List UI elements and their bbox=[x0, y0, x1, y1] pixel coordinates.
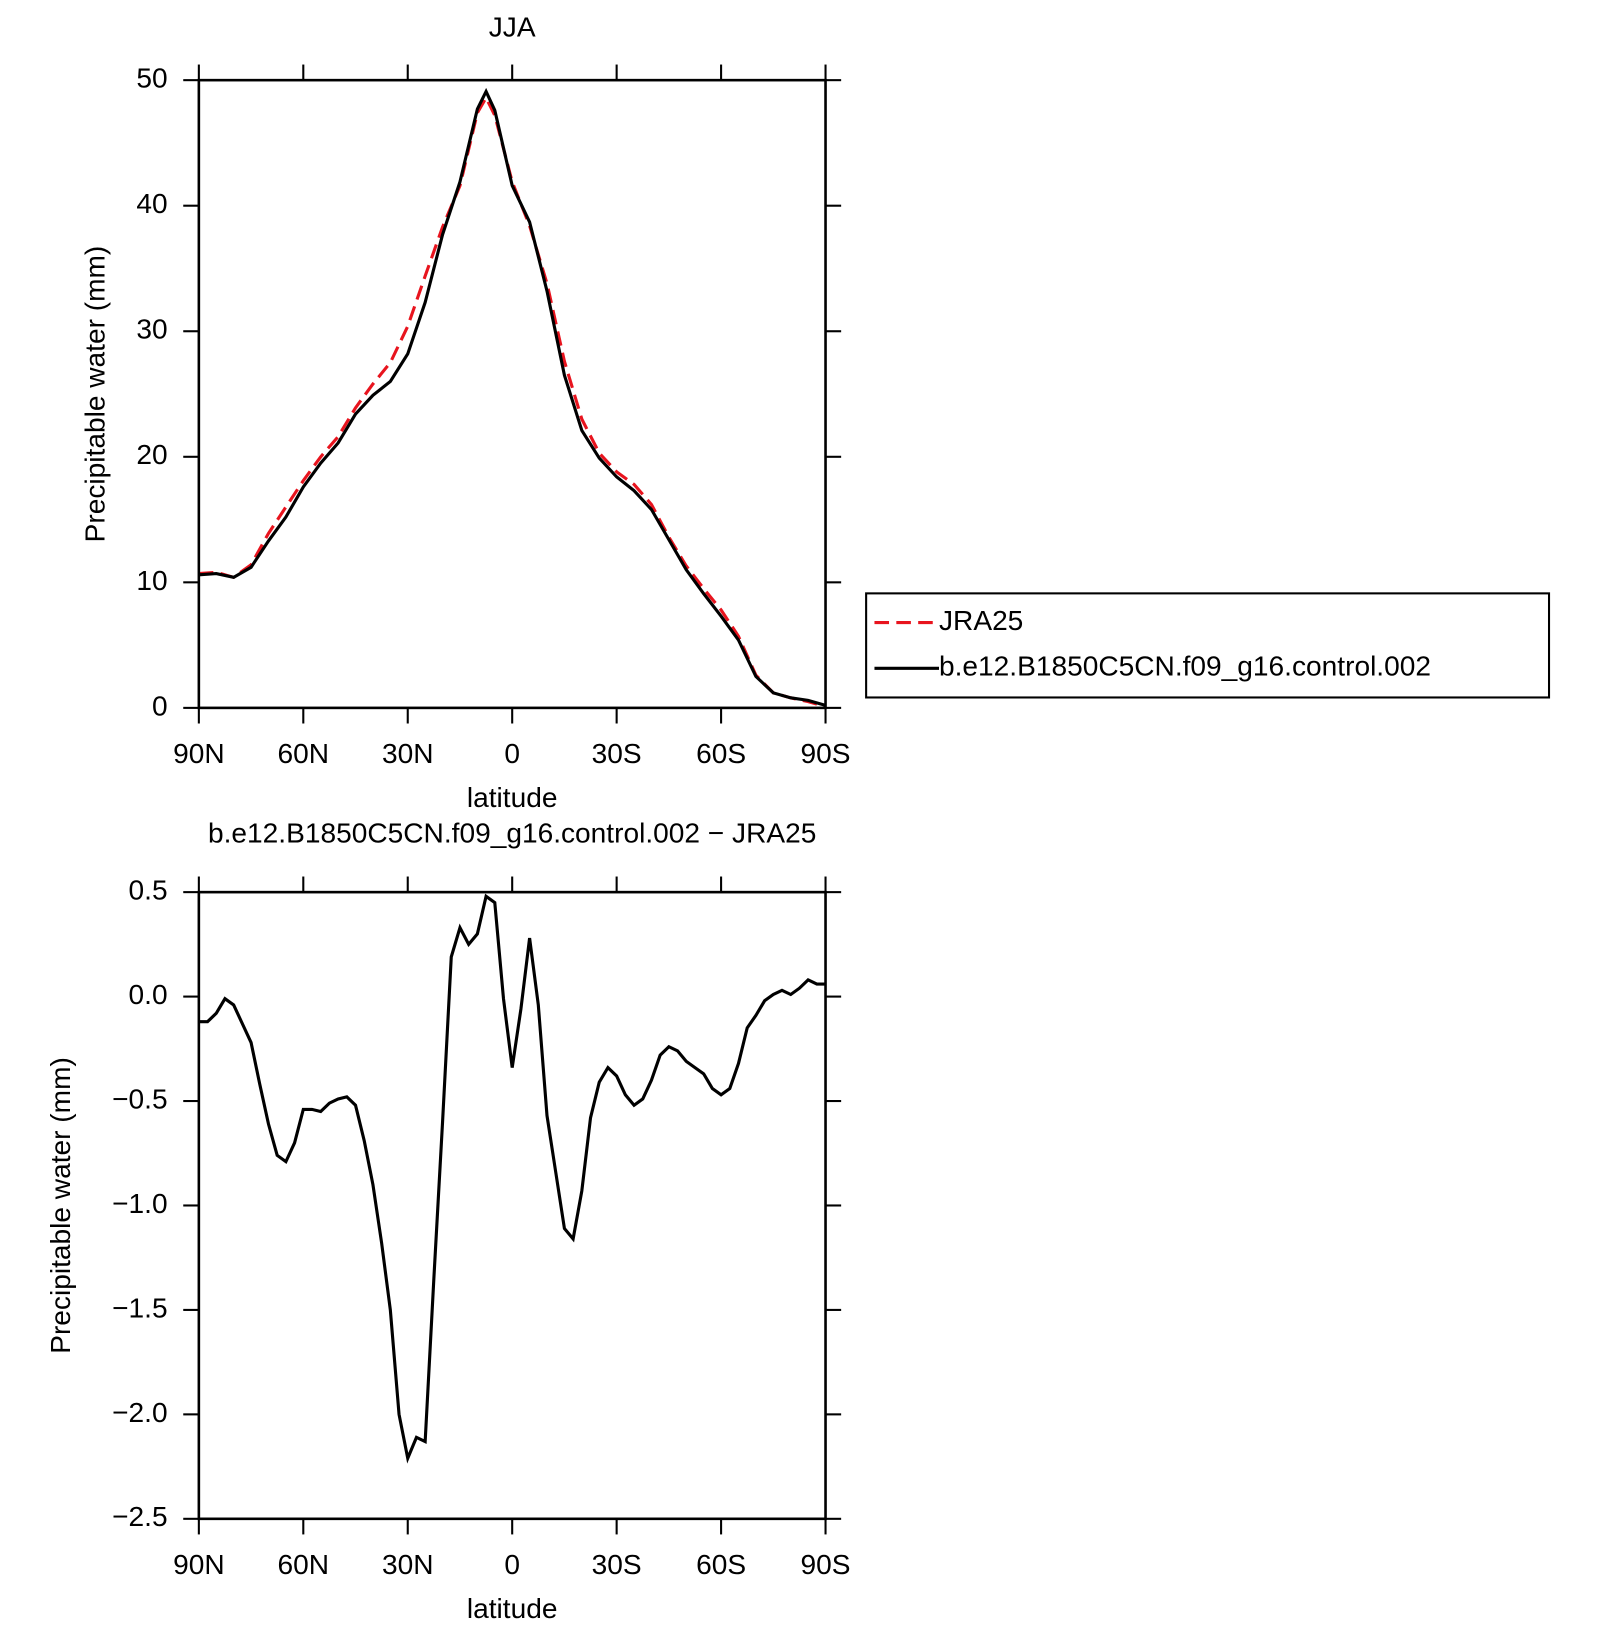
y-tick-label: −2.0 bbox=[112, 1397, 167, 1428]
x-tick-label: 60N bbox=[278, 738, 330, 769]
x-tick-label: 60S bbox=[696, 738, 746, 769]
x-tick-label: 90S bbox=[801, 738, 851, 769]
y-tick-label: 20 bbox=[136, 439, 167, 470]
y-tick-label: −1.5 bbox=[112, 1292, 167, 1323]
x-tick-label: 30S bbox=[592, 1549, 642, 1580]
y-axis-label: Precipitable water (mm) bbox=[79, 246, 110, 543]
y-tick-label: 30 bbox=[136, 314, 167, 345]
x-tick-label: 0 bbox=[504, 738, 520, 769]
y-tick-label: 0.5 bbox=[129, 875, 168, 906]
chart-title: JJA bbox=[489, 12, 536, 43]
x-tick-label: 0 bbox=[504, 1549, 520, 1580]
x-axis-label: latitude bbox=[467, 1593, 558, 1624]
y-tick-label: 0.0 bbox=[129, 979, 168, 1010]
data-line bbox=[198, 87, 826, 707]
x-tick-label: 30N bbox=[382, 738, 434, 769]
y-tick-label: 50 bbox=[136, 63, 167, 94]
data-line bbox=[198, 893, 826, 1464]
y-tick-label: 0 bbox=[152, 690, 168, 721]
plot-frame bbox=[197, 78, 827, 710]
legend-label: b.e12.B1850C5CN.f09_g16.control.002 bbox=[939, 651, 1431, 682]
plot-frame bbox=[197, 890, 827, 1521]
y-tick-label: −2.5 bbox=[112, 1501, 167, 1532]
y-tick-label: −1.0 bbox=[112, 1188, 167, 1219]
x-tick-label: 30S bbox=[592, 738, 642, 769]
x-tick-label: 90S bbox=[801, 1549, 851, 1580]
chart-title: b.e12.B1850C5CN.f09_g16.control.002 − JR… bbox=[208, 817, 816, 848]
legend-box bbox=[865, 592, 1551, 699]
x-tick-label: 60N bbox=[278, 1549, 330, 1580]
y-axis-label: Precipitable water (mm) bbox=[45, 1057, 76, 1354]
legend-label: JRA25 bbox=[939, 605, 1023, 636]
x-tick-label: 90N bbox=[173, 738, 225, 769]
x-tick-label: 30N bbox=[382, 1549, 434, 1580]
y-tick-label: 10 bbox=[136, 565, 167, 596]
x-tick-label: 60S bbox=[696, 1549, 746, 1580]
x-axis-label: latitude bbox=[467, 782, 558, 813]
y-tick-label: 40 bbox=[136, 188, 167, 219]
x-tick-label: 90N bbox=[173, 1549, 225, 1580]
y-tick-label: −0.5 bbox=[112, 1083, 167, 1114]
